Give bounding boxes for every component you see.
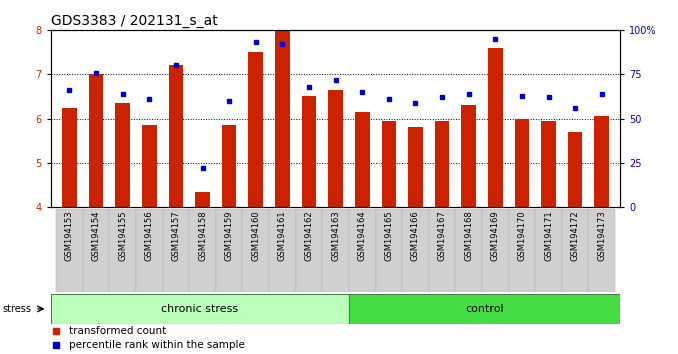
Bar bbox=[296, 209, 322, 292]
Text: GSM194164: GSM194164 bbox=[358, 211, 367, 261]
Bar bbox=[216, 209, 243, 292]
Text: GSM194161: GSM194161 bbox=[278, 211, 287, 261]
Text: GSM194170: GSM194170 bbox=[517, 211, 526, 261]
Bar bbox=[243, 209, 269, 292]
Text: GSM194169: GSM194169 bbox=[491, 211, 500, 261]
Text: GSM194172: GSM194172 bbox=[571, 211, 580, 261]
Text: GSM194163: GSM194163 bbox=[331, 211, 340, 261]
Text: GSM194167: GSM194167 bbox=[437, 211, 447, 261]
Bar bbox=[428, 209, 456, 292]
Bar bbox=[56, 209, 83, 292]
Bar bbox=[482, 209, 508, 292]
Text: GSM194157: GSM194157 bbox=[172, 211, 180, 261]
Bar bbox=[408, 126, 423, 207]
Bar bbox=[275, 30, 290, 207]
Bar bbox=[302, 96, 317, 207]
Bar bbox=[355, 112, 370, 207]
Bar bbox=[322, 209, 349, 292]
Bar bbox=[382, 121, 396, 207]
Text: GSM194153: GSM194153 bbox=[65, 211, 74, 261]
Text: GSM194159: GSM194159 bbox=[224, 211, 234, 261]
Bar bbox=[328, 90, 343, 207]
Text: GSM194160: GSM194160 bbox=[252, 211, 260, 261]
Bar bbox=[109, 209, 136, 292]
Bar bbox=[169, 65, 183, 207]
Bar bbox=[562, 209, 589, 292]
Bar bbox=[136, 209, 163, 292]
Text: GSM194165: GSM194165 bbox=[384, 211, 393, 261]
Text: GSM194171: GSM194171 bbox=[544, 211, 553, 261]
Bar bbox=[269, 209, 296, 292]
Bar bbox=[456, 209, 482, 292]
Text: GSM194168: GSM194168 bbox=[464, 211, 473, 261]
Bar bbox=[402, 209, 428, 292]
Text: GDS3383 / 202131_s_at: GDS3383 / 202131_s_at bbox=[51, 14, 218, 28]
Text: GSM194166: GSM194166 bbox=[411, 211, 420, 261]
Bar bbox=[163, 209, 189, 292]
Bar bbox=[89, 74, 104, 207]
Bar bbox=[541, 121, 556, 207]
Bar bbox=[349, 209, 376, 292]
Text: control: control bbox=[466, 304, 504, 314]
Bar bbox=[508, 209, 535, 292]
Bar bbox=[589, 209, 615, 292]
Bar bbox=[376, 209, 402, 292]
Bar bbox=[51, 294, 349, 324]
Bar bbox=[461, 105, 476, 207]
Bar bbox=[595, 116, 609, 207]
Text: transformed count: transformed count bbox=[68, 326, 166, 336]
Text: GSM194173: GSM194173 bbox=[597, 211, 606, 261]
Bar bbox=[83, 209, 109, 292]
Bar bbox=[62, 108, 77, 207]
Text: percentile rank within the sample: percentile rank within the sample bbox=[68, 340, 245, 350]
Bar bbox=[248, 52, 263, 207]
Text: GSM194158: GSM194158 bbox=[198, 211, 207, 261]
Bar bbox=[488, 48, 502, 207]
Bar bbox=[435, 121, 450, 207]
Bar bbox=[195, 192, 210, 207]
Text: stress: stress bbox=[2, 304, 31, 314]
Bar bbox=[115, 103, 130, 207]
Text: GSM194154: GSM194154 bbox=[92, 211, 100, 261]
Bar bbox=[515, 119, 530, 207]
Text: GSM194162: GSM194162 bbox=[304, 211, 313, 261]
Bar bbox=[567, 132, 582, 207]
Text: GSM194156: GSM194156 bbox=[145, 211, 154, 261]
Text: GSM194155: GSM194155 bbox=[118, 211, 127, 261]
Bar bbox=[142, 125, 157, 207]
Text: chronic stress: chronic stress bbox=[161, 304, 239, 314]
Bar bbox=[349, 294, 620, 324]
Bar bbox=[189, 209, 216, 292]
Bar bbox=[222, 125, 237, 207]
Bar bbox=[535, 209, 562, 292]
